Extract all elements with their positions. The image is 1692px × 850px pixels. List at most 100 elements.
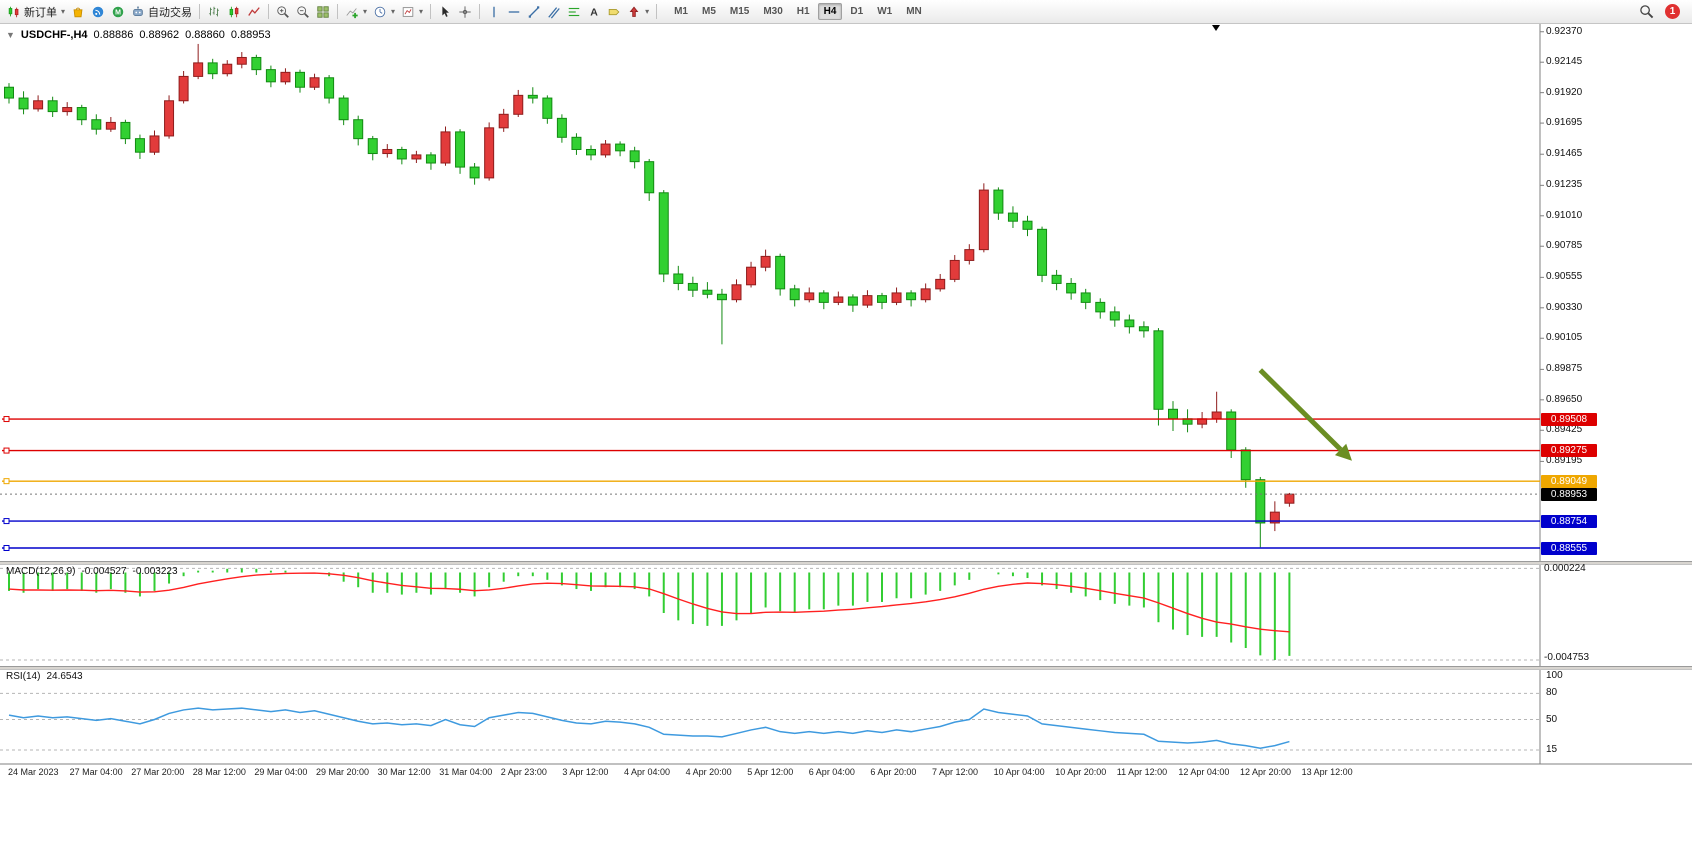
signals-icon [91, 5, 105, 19]
price-tick-label: 0.92145 [1546, 56, 1583, 68]
zoom-in-button[interactable] [273, 2, 293, 22]
periods-button[interactable]: ▾ [370, 2, 398, 22]
arrows-button[interactable]: ▾ [624, 2, 652, 22]
date-tick-label: 24 Mar 2023 [8, 767, 59, 777]
search-icon [1639, 4, 1654, 19]
templates-button[interactable]: ▾ [398, 2, 426, 22]
market-button[interactable] [68, 2, 88, 22]
candle-chart-button[interactable] [224, 2, 244, 22]
date-tick-label: 6 Apr 04:00 [808, 767, 855, 777]
timeframe-m30[interactable]: M30 [763, 6, 783, 17]
toolbar-separator [268, 4, 270, 19]
timeframe-h4[interactable]: H4 [817, 3, 843, 20]
panel-splitter[interactable] [0, 666, 1692, 670]
tile-windows-icon [316, 5, 330, 19]
panel-splitter[interactable] [0, 561, 1692, 565]
timeframe-m15[interactable]: M15 [729, 6, 750, 17]
text-icon: A [587, 5, 601, 19]
search-button[interactable] [1636, 2, 1657, 22]
rsi-tick-label: 80 [1546, 687, 1558, 699]
line-handle[interactable] [3, 478, 10, 485]
label-button[interactable] [604, 2, 624, 22]
rsi-tick-label: 50 [1546, 713, 1558, 725]
rsi-tick-label: 15 [1546, 743, 1558, 755]
price-tick-label: 0.91010 [1546, 209, 1583, 221]
horizontal-line-button[interactable] [504, 2, 524, 22]
line-chart-icon [247, 5, 261, 19]
line-handle[interactable] [3, 518, 10, 525]
arrow-annotation[interactable] [1258, 368, 1343, 452]
price-tick-label: 0.91920 [1546, 86, 1583, 98]
chart-shift-marker[interactable] [1212, 25, 1220, 31]
caret-down-icon: ▾ [61, 7, 66, 16]
macd-signal-value: -0.003223 [132, 566, 178, 577]
quote-open: 0.88886 [93, 29, 134, 41]
bar-chart-button[interactable] [204, 2, 224, 22]
date-tick-label: 28 Mar 12:00 [192, 767, 246, 777]
price-tick-label: 0.91465 [1546, 148, 1583, 160]
line-handle[interactable] [3, 416, 10, 423]
rsi-name: RSI(14) [6, 671, 41, 682]
crosshair-button[interactable] [455, 2, 475, 22]
autotrade-button[interactable]: 自动交易 [128, 2, 195, 22]
date-tick-label: 12 Apr 04:00 [1178, 767, 1230, 777]
new-order-button[interactable]: 新订单 ▾ [4, 2, 68, 22]
symbol-period-label: USDCHF-,H4 [20, 29, 88, 41]
community-button[interactable]: M [108, 2, 128, 22]
rsi-line [8, 707, 1290, 749]
price-level-badge: 0.89049 [1541, 474, 1597, 488]
line-handle[interactable] [3, 447, 10, 454]
trendline-button[interactable] [524, 2, 544, 22]
timeframe-d1[interactable]: D1 [850, 6, 864, 17]
quote-high: 0.88962 [139, 29, 180, 41]
price-level-badge: 0.89508 [1541, 412, 1597, 426]
macd-panel [0, 567, 1540, 661]
horizontal-lines [0, 416, 1540, 551]
indicators-button[interactable]: ▾ [342, 2, 370, 22]
tile-windows-button[interactable] [313, 2, 333, 22]
vertical-line-button[interactable] [484, 2, 504, 22]
timeframe-m5[interactable]: M5 [701, 6, 716, 17]
zoom-out-button[interactable] [293, 2, 313, 22]
toolbar-separator [430, 4, 432, 19]
price-tick-label: 0.91235 [1546, 179, 1583, 191]
macd-signal-line [8, 572, 1290, 633]
text-button[interactable]: A [584, 2, 604, 22]
signals-button[interactable] [88, 2, 108, 22]
date-tick-label: 29 Mar 20:00 [316, 767, 370, 777]
fibonacci-button[interactable] [564, 2, 584, 22]
toolbar-separator [199, 4, 201, 19]
line-handle[interactable] [3, 545, 10, 551]
notification-badge[interactable]: 1 [1665, 4, 1680, 19]
arrow-annotation-head[interactable] [1334, 443, 1352, 461]
timeframe-mn[interactable]: MN [906, 6, 922, 17]
line-chart-button[interactable] [244, 2, 264, 22]
autotrade-button-label: 自动交易 [148, 6, 193, 19]
price-tick-label: 0.90785 [1546, 240, 1583, 252]
timeframe-h1[interactable]: H1 [796, 6, 810, 17]
one-click-trading-toggle[interactable]: ▼ [6, 30, 15, 40]
date-tick-label: 7 Apr 12:00 [932, 767, 979, 777]
price-level-badge: 0.88754 [1541, 514, 1597, 528]
toolbar-separator [337, 4, 339, 19]
timeframe-m1[interactable]: M1 [674, 6, 688, 17]
rsi-indicator-label: RSI(14) 24.6543 [6, 671, 83, 682]
date-tick-label: 27 Mar 04:00 [69, 767, 123, 777]
macd-indicator-label: MACD(12,26,9) -0.004527 -0.003223 [6, 566, 178, 577]
date-tick-label: 10 Apr 04:00 [993, 767, 1045, 777]
channel-button[interactable] [544, 2, 564, 22]
date-tick-label: 10 Apr 20:00 [1055, 767, 1107, 777]
price-tick-label: 0.89650 [1546, 393, 1583, 405]
zoom-out-icon [296, 5, 310, 19]
timeframe-w1[interactable]: W1 [877, 6, 893, 17]
quote-low: 0.88860 [185, 29, 225, 41]
arrows-icon [627, 5, 641, 19]
date-tick-label: 27 Mar 20:00 [131, 767, 185, 777]
macd-main-value: -0.004527 [81, 566, 127, 577]
community-icon: M [111, 5, 125, 19]
new-order-icon [7, 5, 21, 19]
label-icon [607, 5, 621, 19]
new-order-button-label: 新订单 [24, 6, 57, 19]
cursor-button[interactable] [435, 2, 455, 22]
